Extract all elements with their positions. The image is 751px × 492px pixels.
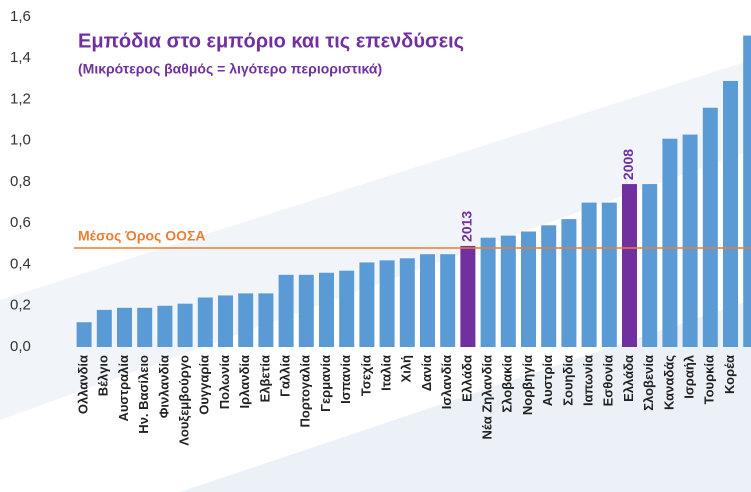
background-band	[180, 300, 751, 492]
y-tick-label: 0,0	[10, 338, 31, 355]
x-tick-label: Σλοβακία	[500, 355, 515, 413]
bar	[723, 80, 738, 347]
x-tick-label: Τουρκία	[702, 355, 717, 404]
bar	[561, 219, 577, 347]
bar	[601, 202, 617, 347]
x-tick-label: Ελλάδα	[621, 355, 636, 402]
bar	[642, 184, 658, 347]
bar	[440, 254, 456, 347]
y-tick-label: 0,4	[10, 255, 31, 272]
x-tick-label: Ισπανία	[338, 355, 353, 404]
bar	[379, 260, 395, 347]
bar	[581, 202, 597, 347]
x-tick-label: Χιλή	[399, 355, 414, 383]
y-tick-label: 0,8	[10, 173, 31, 190]
bar	[702, 107, 718, 347]
x-tick-label: Ιαπωνία	[581, 355, 596, 406]
y-tick-label: 1,6	[10, 8, 31, 25]
x-tick-label: Αυστραλία	[116, 355, 131, 422]
bar	[319, 272, 334, 347]
bar	[420, 254, 435, 347]
bar	[258, 293, 274, 347]
x-tick-label: Καναδάς	[661, 355, 676, 410]
x-tick-label: Σουηδία	[560, 355, 575, 406]
bar	[218, 295, 233, 347]
bar	[177, 303, 193, 347]
x-tick-label: Γερμανία	[318, 355, 333, 412]
bar	[521, 231, 536, 347]
x-tick-label: Ισραήλ	[682, 354, 697, 398]
bar	[480, 237, 496, 347]
bar	[622, 184, 637, 347]
bar	[743, 35, 751, 347]
x-tick-label: Λουξεμβούργο	[177, 355, 192, 446]
bar	[500, 235, 516, 347]
x-tick-label: Ισλανδία	[439, 355, 454, 409]
y-tick-label: 0,6	[10, 214, 31, 231]
x-tick-label: Νορβηγία	[520, 355, 535, 415]
x-tick-label: Ην. Βασίλειο	[136, 355, 151, 434]
x-tick-label: Κορέα	[722, 355, 737, 394]
bar	[137, 307, 153, 347]
bar	[682, 134, 698, 347]
chart-title: Εμπόδια στο εμπόριο και τις επενδύσεις	[78, 30, 464, 52]
bar	[157, 305, 173, 347]
annotation: 2008	[620, 149, 636, 180]
bar	[541, 225, 557, 347]
bar	[339, 270, 355, 347]
x-tick-label: Νέα Ζηλανδία	[480, 355, 495, 440]
bar	[117, 307, 132, 347]
x-tick-label: Ολλανδία	[76, 355, 91, 414]
bar	[96, 309, 112, 347]
y-tick-label: 1,0	[10, 132, 31, 149]
x-tick-label: Ελλάδα	[459, 355, 474, 402]
x-tick-label: Πορτογαλία	[298, 355, 313, 427]
x-tick-label: Πολωνία	[217, 355, 232, 409]
x-tick-label: Ελβετία	[257, 355, 272, 402]
x-tick-label: Γαλλία	[278, 355, 293, 397]
chart-subtitle: (Μικρότερος βαθμός = λιγότερο περιοριστι…	[78, 61, 382, 77]
bar	[359, 262, 375, 347]
x-tick-label: Ιταλία	[379, 355, 394, 391]
bar	[278, 274, 294, 347]
x-tick-label: Τσεχία	[358, 355, 373, 396]
bar	[76, 322, 92, 347]
x-tick-label: Ουγγαρία	[197, 355, 212, 415]
reference-label: Μέσος Όρος ΟΟΣΑ	[78, 228, 206, 244]
bar	[399, 258, 415, 347]
bar	[238, 293, 254, 347]
x-tick-label: Εσθονία	[601, 355, 616, 406]
x-tick-label: Βέλγιο	[96, 355, 111, 396]
bar	[662, 138, 678, 347]
bar	[460, 245, 476, 347]
x-tick-label: Σλοβενία	[641, 355, 656, 411]
x-tick-label: Δανία	[419, 355, 434, 391]
x-tick-label: Φινλανδία	[156, 355, 171, 418]
y-tick-label: 1,2	[10, 90, 31, 107]
x-tick-label: Αυστρία	[540, 355, 555, 406]
y-tick-label: 1,4	[10, 49, 31, 66]
x-tick-label: Ιρλανδία	[237, 355, 252, 408]
bar	[197, 297, 213, 347]
y-tick-label: 0,2	[10, 297, 31, 314]
bar	[298, 274, 314, 347]
annotation: 2013	[459, 211, 475, 242]
